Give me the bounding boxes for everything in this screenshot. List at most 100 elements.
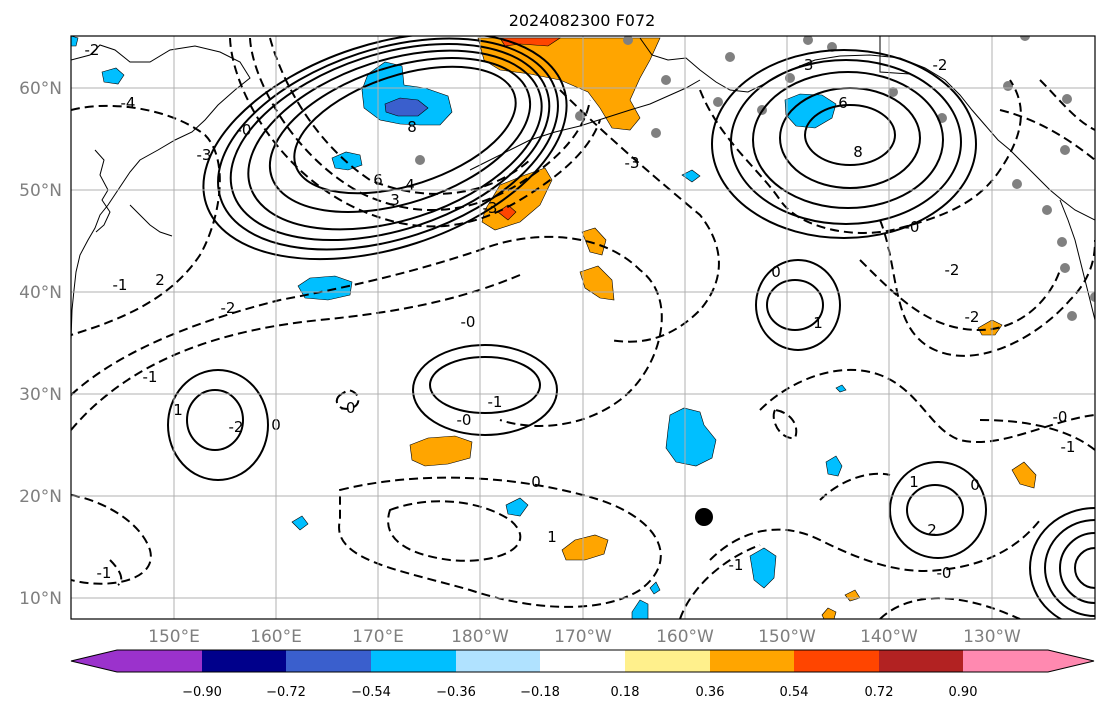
negative-anomaly-region [291,515,309,531]
gridlines [71,36,1095,619]
longitude-labels: 150°E 160°E 170°E 180°W 170°W 160°W 150°… [148,627,1021,647]
station-marker [1062,94,1072,104]
contour-line [247,49,543,231]
contour-line [766,279,824,331]
negative-anomaly-region [505,497,529,517]
positive-anomaly-region [561,534,609,561]
contour-line [71,104,221,336]
contour-label: -3 [197,146,212,164]
contour-line [859,259,1061,332]
contour-line [269,37,531,195]
contour-line [1059,532,1095,604]
contour-label: 1 [547,528,557,546]
colorbar-segment [879,650,963,672]
station-marker [651,128,661,138]
contour-label: -0 [237,121,252,139]
contour-line [186,389,244,451]
contour-label: 1 [909,473,919,491]
station-marker [803,36,813,45]
contour-label: 6 [838,94,848,112]
contour-label: -4 [121,94,136,112]
contour-label: 1 [173,401,183,419]
contour-line [338,476,662,608]
negative-anomaly-region [749,547,777,589]
contour-label: -0 [937,564,952,582]
positive-anomaly-region [481,167,553,231]
colorbar-segment [456,650,540,672]
contour-label: -2 [965,308,980,326]
colorbar-segment [71,650,202,672]
contour-line [906,484,964,536]
contour-line [1029,507,1095,619]
contour-label: 8 [407,118,417,136]
station-marker [888,87,898,97]
colorbar-segment [710,650,794,672]
contour-line [335,388,360,410]
station-marker [713,97,723,107]
contour-line [699,79,1022,234]
lat-label: 50°N [19,181,62,201]
colorbar-tick-label: −0.90 [182,685,222,700]
contour-label: -1 [113,276,128,294]
colorbar-tick-label: 0.18 [611,685,640,700]
contour-label: -3 [799,56,814,74]
colorbar-tick-label: 0.54 [780,685,809,700]
contour-line [759,368,1095,444]
negative-anomaly-region [825,455,843,477]
colorbar-segment [540,650,625,672]
negative-anomaly-region [649,581,661,595]
positive-anomaly-region [821,607,837,619]
contour-label: -3 [625,154,640,172]
contour-label: 2 [155,271,165,289]
contour-line [711,49,977,239]
positive-anomaly-region [1011,461,1037,489]
contour-line [229,37,601,228]
contour-line [217,37,559,251]
lat-label: 40°N [19,283,62,303]
contour-line [879,219,1095,357]
contour-line [1074,547,1095,589]
contour-line [109,559,123,586]
lon-label: 140°W [860,627,918,647]
contour-line [755,259,841,351]
station-marker [1060,145,1070,155]
contour-label: -1 [143,368,158,386]
north-america-coastline [1059,199,1095,321]
colorbar-segment [794,650,879,672]
position-marker [695,508,713,526]
contour-line [71,235,663,427]
station-marker [1057,237,1067,247]
contour-line [1044,519,1095,617]
negative-anomaly-region [681,169,701,183]
negative-anomaly-region [297,275,353,301]
colorbar-tick-label: −0.72 [266,685,306,700]
colorbar-segment [202,650,286,672]
colorbar-tick-label: 0.72 [865,685,894,700]
station-marker [623,36,633,45]
japan-coastline [94,149,111,233]
canada-border [879,36,911,75]
contour-line [679,544,761,619]
positive-strong-region [497,204,517,221]
contour-line [268,57,532,213]
kurils-coastline [129,204,173,237]
contour-label: -0 [1053,408,1068,426]
lat-label: 10°N [19,589,62,609]
lon-label: 170°W [554,627,612,647]
station-marker [725,52,735,62]
lon-label: 150°E [148,627,200,647]
contour-label: -2 [229,418,244,436]
contour-label: 1 [813,314,823,332]
contour-label: 3 [390,191,400,209]
contour-line [889,461,987,559]
contour-line [71,274,521,431]
asia-coastline [71,44,251,341]
contour-line [979,419,1095,451]
lon-label: 150°W [758,627,816,647]
latitude-labels: 60°N 50°N 40°N 30°N 20°N 10°N [19,79,62,609]
contour-label: -2 [933,56,948,74]
colorbar-tick-label: 0.90 [949,685,978,700]
lon-label: 160°E [250,627,302,647]
contour-label: -1 [97,564,112,582]
station-marker [1012,179,1022,189]
